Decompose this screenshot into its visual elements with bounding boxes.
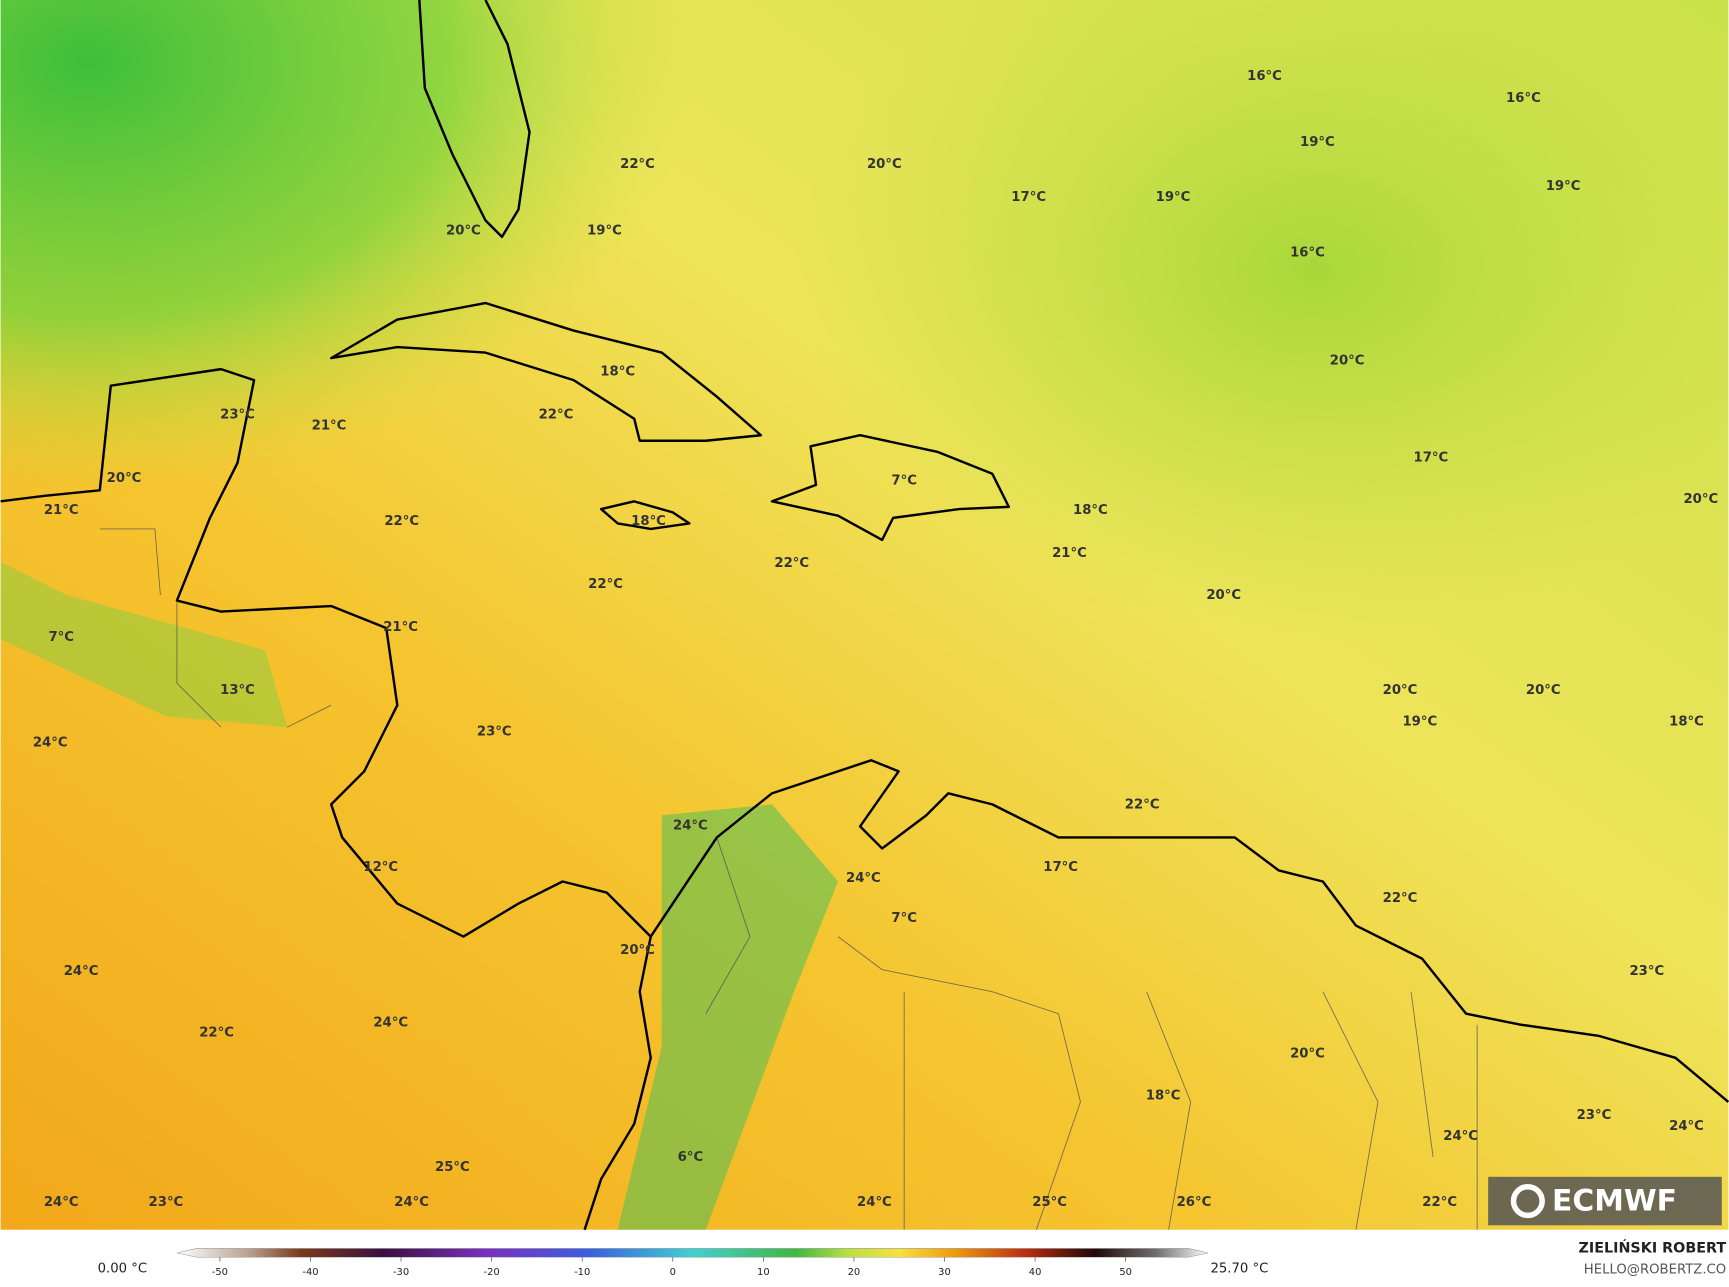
colorbar-tick-label: 20 [848, 1267, 861, 1278]
coastline [329, 301, 763, 442]
border [99, 528, 1478, 1230]
temperature-label: 18°C [1146, 1088, 1181, 1103]
temperature-label: 16°C [1247, 69, 1282, 84]
colorbar-min-label: 0.00 °C [98, 1261, 147, 1276]
colorbar-max-label: 25.70 °C [1210, 1261, 1268, 1276]
temperature-label: 20°C [107, 471, 142, 486]
temperature-label: 22°C [1383, 891, 1418, 906]
temperature-label: 24°C [846, 871, 881, 886]
temperature-label: 18°C [1669, 715, 1704, 730]
temperature-label: 7°C [48, 630, 74, 645]
colorbar-tick-label: -40 [302, 1267, 318, 1278]
temperature-label: 24°C [64, 964, 99, 979]
temperature-label: 26°C [1177, 1195, 1212, 1210]
colorbar-tick-label: -20 [484, 1267, 500, 1278]
temperature-label: 21°C [383, 620, 418, 635]
temperature-label: 20°C [867, 157, 902, 172]
colorbar-tick-label: -10 [574, 1267, 590, 1278]
temperature-label: 17°C [1043, 860, 1078, 875]
colorbar-tick-label: -50 [212, 1267, 228, 1278]
temperature-label: 24°C [857, 1195, 892, 1210]
temperature-label: 20°C [1526, 683, 1561, 698]
temperature-label: 20°C [1383, 683, 1418, 698]
temperature-label: 16°C [1506, 91, 1541, 106]
temperature-label: 17°C [1011, 190, 1046, 205]
colorbar-tick-label: 50 [1119, 1267, 1132, 1278]
temperature-label: 20°C [1330, 353, 1365, 368]
logo-text: ECMWF [1552, 1184, 1677, 1219]
temperature-label: 23°C [149, 1195, 184, 1210]
temperature-label: 20°C [1206, 588, 1241, 603]
coastline [599, 500, 691, 531]
colorbar-ramp [176, 1248, 1209, 1258]
colorbar: 0.00 °C 25.70 °C -50 -40 -30 -20 -10 0 10 20 30 4… [98, 1248, 1268, 1278]
temperature-label: 24°C [394, 1195, 429, 1210]
temperature-label: 20°C [446, 223, 481, 238]
temperature-label: 22°C [199, 1025, 234, 1040]
temperature-label: 20°C [620, 943, 655, 958]
temperature-label: 25°C [435, 1160, 470, 1175]
temperature-label: 25°C [1032, 1195, 1067, 1210]
coastline [0, 367, 1729, 1103]
credit-email: HELLO@ROBERTZ.CO [1584, 1262, 1726, 1277]
temperature-labels: 16°C 16°C 22°C 20°C 19°C 17°C 19°C 19°C 20°C 19°C… [33, 69, 1718, 1210]
logo-icon [1510, 1183, 1545, 1219]
temperature-label: 24°C [33, 736, 68, 751]
temperature-label: 23°C [1577, 1108, 1612, 1123]
temperature-label: 22°C [384, 514, 419, 529]
temperature-label: 18°C [600, 364, 635, 379]
temperature-label: 21°C [44, 503, 79, 518]
highlands-cold [0, 561, 288, 728]
temperature-label: 20°C [1290, 1046, 1325, 1061]
credit-author: ZIELIŃSKI ROBERT [1579, 1238, 1727, 1256]
temperature-label: 22°C [1125, 797, 1160, 812]
temperature-label: 23°C [1629, 964, 1664, 979]
colorbar-tick-label: 10 [757, 1267, 770, 1278]
coastline [583, 936, 652, 1231]
colorbar-tick-label: 0 [670, 1267, 676, 1278]
temperature-label: 24°C [673, 818, 708, 833]
temperature-label: 19°C [1546, 179, 1581, 194]
temperature-label: 22°C [620, 157, 655, 172]
coastline [418, 0, 531, 239]
temperature-label: 17°C [1414, 450, 1449, 465]
temperature-label: 19°C [1402, 715, 1437, 730]
temperature-label: 18°C [631, 514, 666, 529]
temperature-label: 19°C [1156, 190, 1191, 205]
temperature-label: 22°C [774, 556, 809, 571]
temperature-label: 12°C [363, 860, 398, 875]
temperature-label: 22°C [588, 577, 623, 592]
temperature-label: 19°C [587, 223, 622, 238]
map: 16°C 16°C 22°C 20°C 19°C 17°C 19°C 19°C 20°C 19°C… [0, 0, 1729, 1231]
temperature-label: 19°C [1300, 135, 1335, 150]
temperature-label: 18°C [1073, 503, 1108, 518]
temperature-label: 21°C [312, 418, 347, 433]
temperature-label: 7°C [891, 473, 917, 488]
temperature-label: 16°C [1290, 245, 1325, 260]
temperature-label: 21°C [1052, 546, 1087, 561]
andes-cold [617, 804, 839, 1230]
temperature-label: 20°C [1683, 492, 1718, 507]
temperature-label: 23°C [477, 725, 512, 740]
colorbar-tick-label: 30 [938, 1267, 951, 1278]
temperature-field [0, 0, 1729, 1230]
temperature-label: 6°C [678, 1150, 704, 1165]
temperature-label: 7°C [891, 911, 917, 926]
temperature-label: 13°C [220, 683, 255, 698]
temperature-label: 22°C [539, 407, 574, 422]
colorbar-tick-label: -30 [393, 1267, 409, 1278]
coastline [770, 434, 1011, 542]
temperature-label: 24°C [44, 1195, 79, 1210]
temperature-label: 23°C [220, 407, 255, 422]
colorbar-tick-label: 40 [1029, 1267, 1042, 1278]
temperature-label: 24°C [373, 1016, 408, 1031]
temperature-label: 24°C [1443, 1129, 1478, 1144]
temperature-label: 22°C [1422, 1195, 1457, 1210]
temperature-label: 24°C [1669, 1119, 1704, 1134]
